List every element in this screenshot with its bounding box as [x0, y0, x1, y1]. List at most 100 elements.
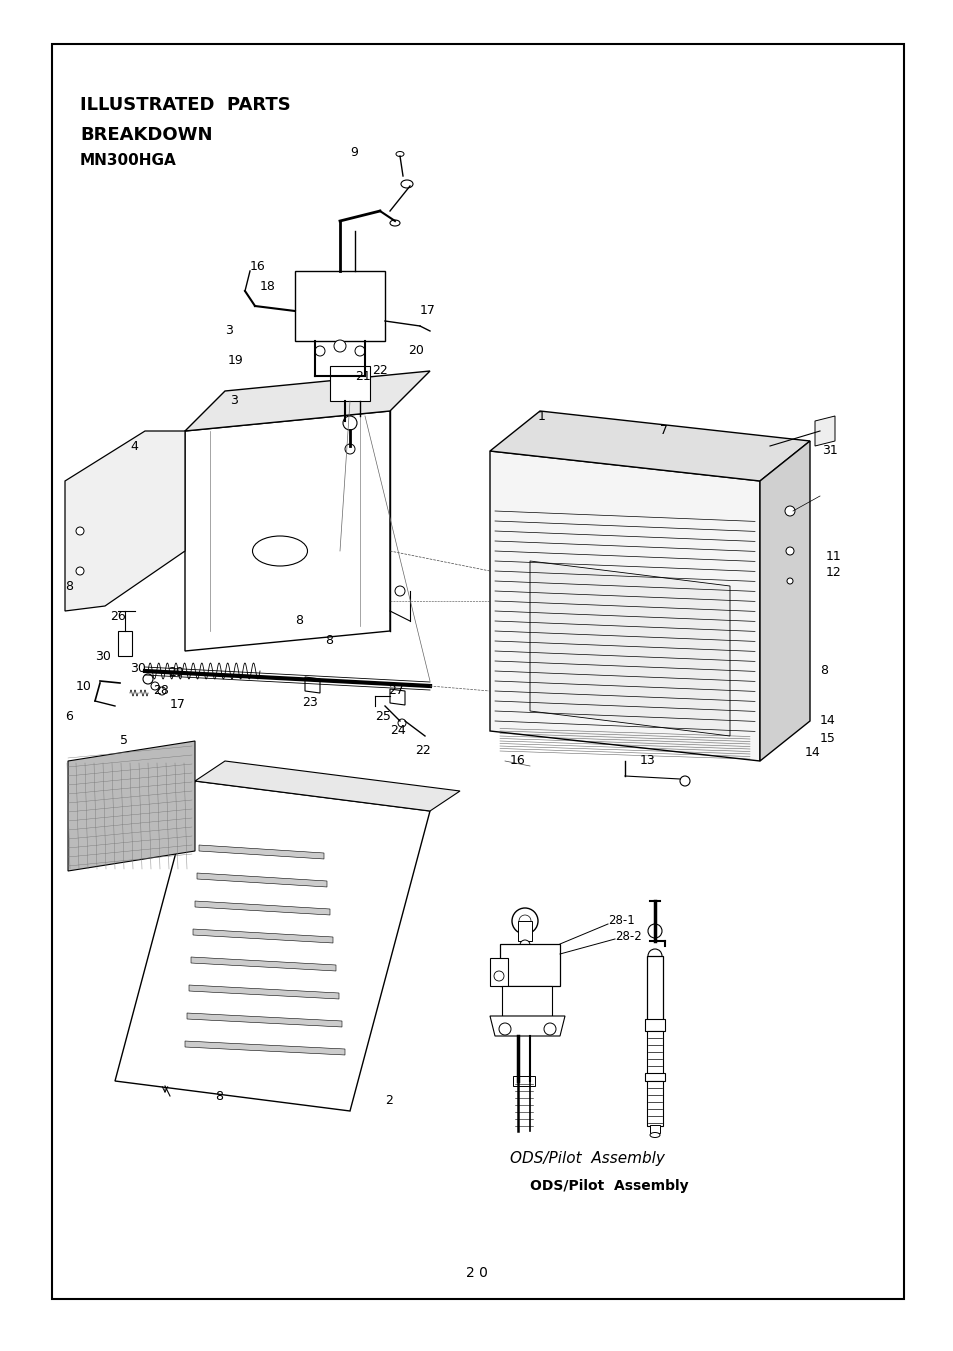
Bar [517, 921, 532, 942]
Text: 16: 16 [510, 754, 525, 767]
Polygon shape [185, 411, 390, 651]
Circle shape [512, 908, 537, 934]
Bar [644, 1073, 664, 1081]
Polygon shape [305, 677, 319, 693]
Text: 28-1: 28-1 [607, 915, 634, 928]
Bar [646, 1031, 662, 1075]
Bar [499, 944, 559, 986]
Polygon shape [814, 416, 834, 446]
Text: 10: 10 [76, 680, 91, 693]
Circle shape [345, 444, 355, 454]
Text: 24: 24 [390, 724, 405, 738]
Polygon shape [490, 451, 760, 761]
Text: 14: 14 [820, 715, 835, 727]
Text: ILLUSTRATED  PARTS: ILLUSTRATED PARTS [80, 96, 291, 113]
Polygon shape [187, 1013, 341, 1027]
Text: 17: 17 [170, 697, 186, 711]
Circle shape [679, 775, 689, 786]
Polygon shape [194, 901, 330, 915]
Text: 22: 22 [372, 365, 387, 377]
Circle shape [785, 547, 793, 555]
Text: 27: 27 [388, 685, 403, 697]
Circle shape [76, 567, 84, 576]
Polygon shape [194, 761, 459, 811]
Circle shape [76, 527, 84, 535]
Text: 5: 5 [120, 735, 128, 747]
Text: 14: 14 [804, 747, 820, 759]
Text: 13: 13 [639, 754, 655, 767]
Polygon shape [191, 957, 335, 971]
Ellipse shape [253, 536, 307, 566]
Circle shape [151, 682, 159, 690]
Text: 3: 3 [230, 394, 237, 408]
Text: 23: 23 [302, 697, 317, 709]
Text: 1: 1 [537, 409, 545, 423]
Text: 9: 9 [350, 146, 357, 159]
Ellipse shape [395, 151, 403, 157]
Polygon shape [490, 1016, 564, 1036]
Text: BREAKDOWN: BREAKDOWN [80, 126, 213, 145]
Text: ODS/Pilot  Assembly: ODS/Pilot Assembly [510, 1151, 664, 1166]
Text: 8: 8 [65, 580, 73, 593]
Circle shape [519, 940, 530, 950]
Circle shape [395, 586, 405, 596]
Polygon shape [760, 440, 809, 761]
Text: 7: 7 [659, 424, 667, 438]
Text: 28: 28 [152, 685, 169, 697]
Text: 22: 22 [415, 744, 431, 758]
Polygon shape [65, 431, 185, 611]
Text: MN300HGA: MN300HGA [80, 153, 176, 168]
Text: 6: 6 [65, 709, 72, 723]
Polygon shape [189, 985, 338, 998]
Circle shape [397, 719, 406, 727]
Bar [52, 45, 903, 1300]
Polygon shape [530, 561, 729, 736]
Circle shape [158, 688, 166, 694]
Polygon shape [115, 781, 430, 1111]
Bar [330, 366, 370, 401]
Circle shape [355, 346, 365, 357]
Text: 4: 4 [130, 439, 138, 453]
Bar [501, 986, 552, 1016]
Text: 28-2: 28-2 [615, 929, 641, 943]
Circle shape [498, 1023, 511, 1035]
Circle shape [647, 948, 661, 963]
Bar [646, 1081, 662, 1125]
Bar [294, 272, 385, 340]
Text: 16: 16 [250, 259, 266, 273]
Text: 30: 30 [95, 650, 111, 662]
Text: 3: 3 [225, 324, 233, 338]
Text: 17: 17 [419, 304, 436, 317]
Circle shape [518, 915, 531, 927]
Text: 18: 18 [260, 280, 275, 293]
Text: ODS/Pilot  Assembly: ODS/Pilot Assembly [530, 1179, 688, 1193]
Text: 25: 25 [375, 709, 391, 723]
Polygon shape [196, 873, 327, 888]
Polygon shape [185, 372, 430, 431]
Text: 21: 21 [355, 370, 371, 382]
Polygon shape [68, 740, 194, 871]
Bar [649, 1125, 659, 1133]
Text: 26: 26 [110, 609, 126, 623]
Circle shape [314, 346, 325, 357]
Ellipse shape [400, 180, 413, 188]
Polygon shape [185, 1042, 345, 1055]
Circle shape [786, 578, 792, 584]
Text: 8: 8 [214, 1089, 223, 1102]
Circle shape [647, 924, 661, 938]
Bar [513, 1075, 535, 1086]
Polygon shape [118, 631, 132, 657]
Ellipse shape [649, 1132, 659, 1138]
Text: 8: 8 [820, 665, 827, 677]
Polygon shape [199, 844, 324, 859]
Polygon shape [390, 689, 405, 705]
Circle shape [334, 340, 346, 353]
Text: 29: 29 [168, 666, 184, 680]
Text: 8: 8 [294, 615, 303, 627]
Text: 12: 12 [825, 566, 841, 578]
Text: 31: 31 [821, 444, 837, 458]
Circle shape [784, 507, 794, 516]
Text: 2 0: 2 0 [466, 1266, 487, 1279]
Circle shape [143, 674, 152, 684]
Text: 30: 30 [130, 662, 146, 674]
